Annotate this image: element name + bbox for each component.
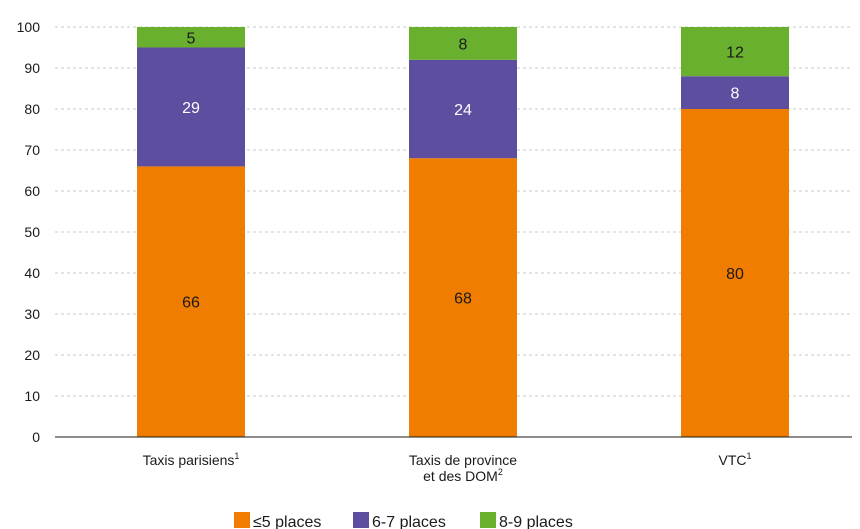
bar-segment xyxy=(409,158,517,437)
y-axis: 0 10 20 30 40 50 60 70 80 90 100 xyxy=(17,19,41,445)
legend-swatch xyxy=(353,512,369,528)
data-label: 8 xyxy=(459,36,468,53)
y-tick-label: 30 xyxy=(24,306,40,322)
footnote-marker: 1 xyxy=(234,451,239,461)
y-tick-label: 70 xyxy=(24,142,40,158)
bar-segment xyxy=(137,166,245,437)
legend: ≤5 places 6-7 places 8-9 places xyxy=(234,512,573,529)
y-tick-label: 90 xyxy=(24,60,40,76)
bar-segment xyxy=(137,27,245,48)
data-label: 12 xyxy=(726,45,744,62)
bar-segment xyxy=(681,27,789,77)
y-tick-label: 80 xyxy=(24,101,40,117)
legend-swatch xyxy=(480,512,496,528)
data-label: 8 xyxy=(731,86,740,103)
footnote-marker: 2 xyxy=(498,467,503,477)
legend-swatch xyxy=(234,512,250,528)
legend-label: 6-7 places xyxy=(372,514,446,529)
data-label: 5 xyxy=(187,30,196,47)
bar-segment xyxy=(409,59,517,159)
bar-segment xyxy=(681,76,789,109)
data-label: 66 xyxy=(182,295,200,312)
legend-label: 8-9 places xyxy=(499,514,573,529)
x-tick-label: Taxis parisiens1 xyxy=(143,451,240,468)
y-tick-label: 50 xyxy=(24,224,40,240)
bar-segment xyxy=(137,47,245,167)
y-tick-label: 10 xyxy=(24,388,40,404)
data-label: 24 xyxy=(454,102,472,119)
y-tick-label: 100 xyxy=(17,19,41,35)
x-tick-label: VTC1 xyxy=(718,451,751,468)
data-label: 80 xyxy=(726,266,744,283)
x-tick-label: Taxis de province xyxy=(409,452,517,468)
y-tick-label: 60 xyxy=(24,183,40,199)
footnote-marker: 1 xyxy=(746,451,751,461)
y-tick-label: 40 xyxy=(24,265,40,281)
bar-segment xyxy=(409,27,517,60)
data-label: 68 xyxy=(454,291,472,308)
bars: 66 29 5 68 24 8 80 8 12 xyxy=(137,27,789,437)
x-tick-label: et des DOM2 xyxy=(423,467,503,484)
y-tick-label: 0 xyxy=(32,429,40,445)
y-tick-label: 20 xyxy=(24,347,40,363)
bar-segment xyxy=(681,109,789,437)
legend-label: ≤5 places xyxy=(253,514,321,529)
data-label: 29 xyxy=(182,100,200,117)
